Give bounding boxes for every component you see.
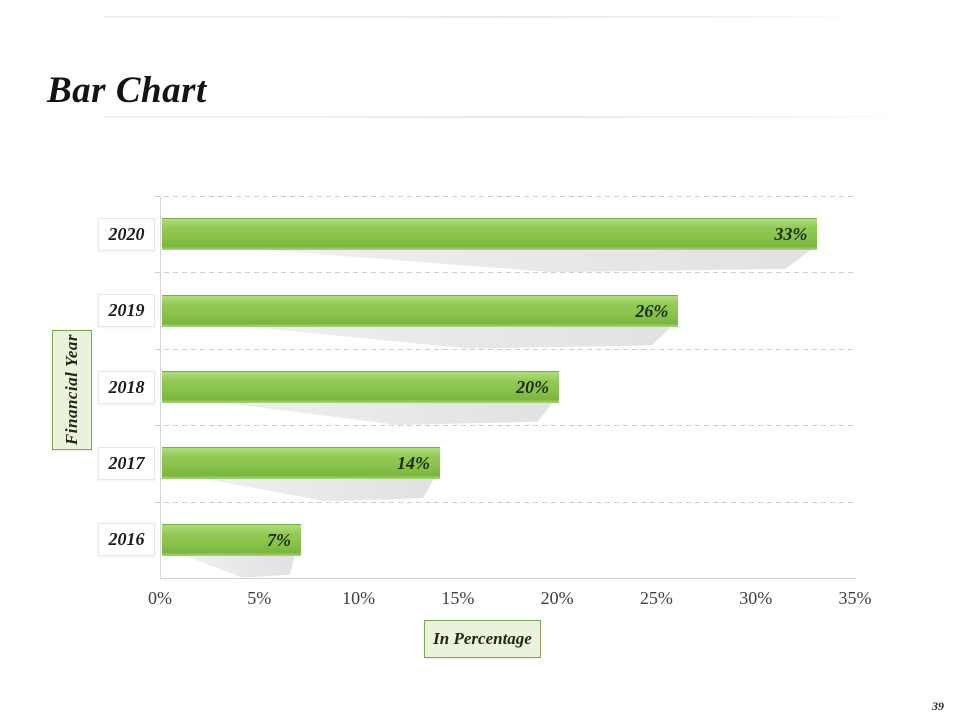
x-tick-10pct: 10%	[342, 588, 376, 608]
bar-2018: 20%	[162, 371, 560, 403]
y-axis-label-box: Financial Year	[52, 330, 92, 450]
bar-value-label: 14%	[397, 453, 430, 474]
page-number: 39	[932, 699, 944, 713]
category-label-2016: 2016	[98, 523, 155, 557]
x-axis-ticks: 0% 5% 10% 15% 20% 25% 30% 35%	[148, 588, 872, 614]
x-tick-25pct: 25%	[639, 588, 673, 608]
bar-shadow	[201, 478, 434, 502]
bar-2017: 14%	[162, 447, 440, 480]
gridline	[155, 272, 856, 274]
gridline	[155, 196, 856, 197]
bar-value-label: 7%	[267, 529, 291, 550]
category-label-2017: 2017	[98, 446, 155, 480]
x-tick-30pct: 30%	[739, 588, 773, 608]
top-divider-line	[104, 16, 857, 18]
bar-value-label: 20%	[516, 377, 550, 397]
bar-value-label: 33%	[774, 224, 808, 245]
page-title: Bar Chart	[47, 69, 207, 111]
gridline	[155, 348, 856, 350]
bar-shadow	[254, 249, 812, 273]
x-tick-20pct: 20%	[540, 588, 574, 608]
x-tick-35pct: 35%	[838, 588, 872, 608]
x-axis-label-box: In Percentage	[424, 620, 541, 658]
category-label-2020: 2020	[98, 217, 155, 251]
bar-shadow	[235, 325, 673, 349]
category-label-2019: 2019	[98, 294, 155, 328]
bar-shadow	[218, 402, 554, 425]
y-axis-label: Financial Year	[62, 334, 81, 446]
title-divider-line	[104, 116, 906, 118]
x-tick-15pct: 15%	[441, 588, 475, 608]
gridline	[155, 425, 856, 427]
category-label-2018: 2018	[98, 370, 155, 404]
gridline	[155, 501, 856, 503]
bar-value-label: 26%	[635, 300, 669, 321]
x-tick-0pct: 0%	[148, 588, 172, 608]
x-axis-label: In Percentage	[433, 629, 532, 648]
bar-shadow	[182, 554, 295, 578]
bar-2019: 26%	[162, 294, 679, 327]
plot-area: 2020 33% 2019 26% 2018 20% 2017 14% 2016 7%	[98, 196, 856, 579]
x-tick-5pct: 5%	[247, 588, 272, 608]
bar-2016: 7%	[162, 523, 301, 556]
bar-2020: 33%	[162, 218, 818, 251]
